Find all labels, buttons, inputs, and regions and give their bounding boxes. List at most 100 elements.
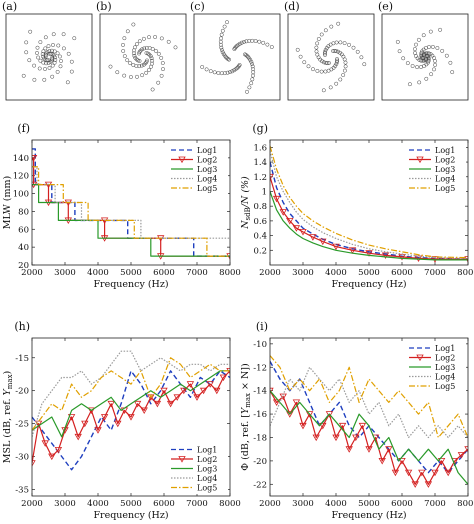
series-line-log2	[270, 176, 468, 260]
sensor-marker	[51, 43, 55, 47]
sensor-marker	[49, 48, 54, 53]
sensor-marker	[432, 67, 436, 72]
sensor-marker	[121, 42, 125, 47]
sensor-marker	[48, 59, 53, 64]
sensor-marker	[253, 39, 258, 43]
sensor-marker	[147, 67, 152, 72]
series-marker	[464, 446, 468, 453]
sensor-marker	[444, 53, 449, 58]
series-line-log5	[32, 357, 230, 431]
x-tick-label: 7000	[186, 499, 208, 509]
sensor-marker	[47, 65, 52, 70]
y-tick-label: 40	[18, 243, 29, 253]
series-marker	[385, 446, 393, 453]
layout-frame	[381, 13, 469, 101]
x-axis-label: Frequency (Hz)	[93, 510, 168, 521]
sensor-marker	[115, 70, 120, 75]
y-tick-label: -15	[15, 354, 29, 364]
plot-frame	[269, 337, 469, 497]
y-tick-label: 60	[18, 225, 29, 235]
legend-entry: Log5	[197, 184, 217, 193]
layout-frame	[99, 13, 187, 101]
sensor-marker	[433, 59, 437, 63]
sensor-marker	[448, 60, 453, 65]
sensor-marker	[61, 32, 66, 37]
y-tick-label: -25	[15, 420, 29, 430]
sensor-marker	[302, 60, 307, 65]
sensor-marker	[424, 76, 429, 81]
sensor-marker	[108, 64, 113, 69]
sensor-marker	[295, 47, 300, 52]
sensor-marker	[27, 58, 32, 63]
series-group	[270, 355, 468, 488]
legend-entry: Log3	[197, 465, 217, 474]
x-tick-label: 4000	[87, 268, 109, 278]
panel-label: (i)	[256, 320, 268, 333]
x-tick-label: 3000	[54, 268, 76, 278]
legend-entry: Log1	[435, 344, 455, 353]
sensor-marker	[438, 27, 443, 32]
plot-frame	[31, 337, 231, 497]
series-line-log2	[32, 370, 230, 464]
sensor-marker	[315, 41, 320, 46]
series-group	[32, 148, 230, 260]
sensor-marker	[66, 51, 71, 56]
sensor-marker	[251, 67, 256, 72]
x-axis-label: Frequency (Hz)	[331, 510, 406, 521]
sensor-marker	[426, 58, 431, 63]
series-marker	[464, 256, 468, 263]
sensor-marker	[269, 45, 274, 49]
y-tick-label: 1.6	[253, 143, 267, 153]
legend-marker	[178, 456, 186, 463]
sensor-marker	[147, 35, 151, 40]
y-axis-label: Φ (dB, ref. [Ymax × N])	[240, 363, 252, 470]
sensor-marker	[220, 28, 225, 33]
sensor-marker	[250, 62, 255, 66]
sensor-marker	[219, 45, 224, 50]
sensor-marker	[52, 49, 57, 54]
sensor-marker	[69, 59, 74, 64]
sensor-marker	[316, 37, 321, 41]
x-tick-label: 6000	[153, 499, 175, 509]
series-marker	[424, 481, 433, 488]
sensor-marker	[332, 48, 337, 53]
series-marker	[140, 407, 148, 415]
sensor-marker	[336, 49, 341, 54]
sensor-marker	[200, 65, 205, 69]
series-line-log1	[270, 161, 468, 260]
series-marker	[312, 434, 320, 442]
sensor-marker	[423, 51, 428, 56]
sensor-marker	[134, 42, 139, 47]
sensor-marker	[342, 68, 347, 73]
y-tick-label: -35	[15, 485, 29, 495]
series-marker	[48, 453, 56, 461]
series-marker	[173, 394, 181, 401]
x-axis-label: Frequency (Hz)	[331, 279, 406, 290]
sensor-marker	[38, 40, 43, 45]
sensor-marker	[122, 36, 127, 41]
sensor-marker	[219, 32, 224, 37]
sensor-marker	[328, 85, 333, 90]
sensor-marker	[239, 40, 244, 45]
sensor-marker	[342, 41, 347, 46]
y-tick-label: 0.8	[253, 202, 267, 212]
series-marker	[107, 400, 115, 408]
panel-label: (a)	[2, 0, 17, 13]
sensor-marker	[419, 65, 423, 69]
sensor-marker	[57, 54, 62, 59]
sensor-marker	[323, 60, 328, 65]
series-marker	[153, 400, 162, 408]
sensor-marker	[417, 80, 422, 85]
sensor-marker	[121, 49, 126, 53]
y-tick-label: 100	[13, 190, 29, 200]
legend-entry: Log4	[197, 474, 217, 483]
y-tick-label: 20	[18, 261, 29, 271]
sensor-marker	[32, 63, 37, 68]
x-axis-label: Frequency (Hz)	[93, 279, 168, 290]
series-marker	[87, 407, 96, 415]
series-marker	[332, 243, 340, 251]
sensor-marker	[24, 40, 29, 45]
series-marker	[444, 469, 452, 477]
